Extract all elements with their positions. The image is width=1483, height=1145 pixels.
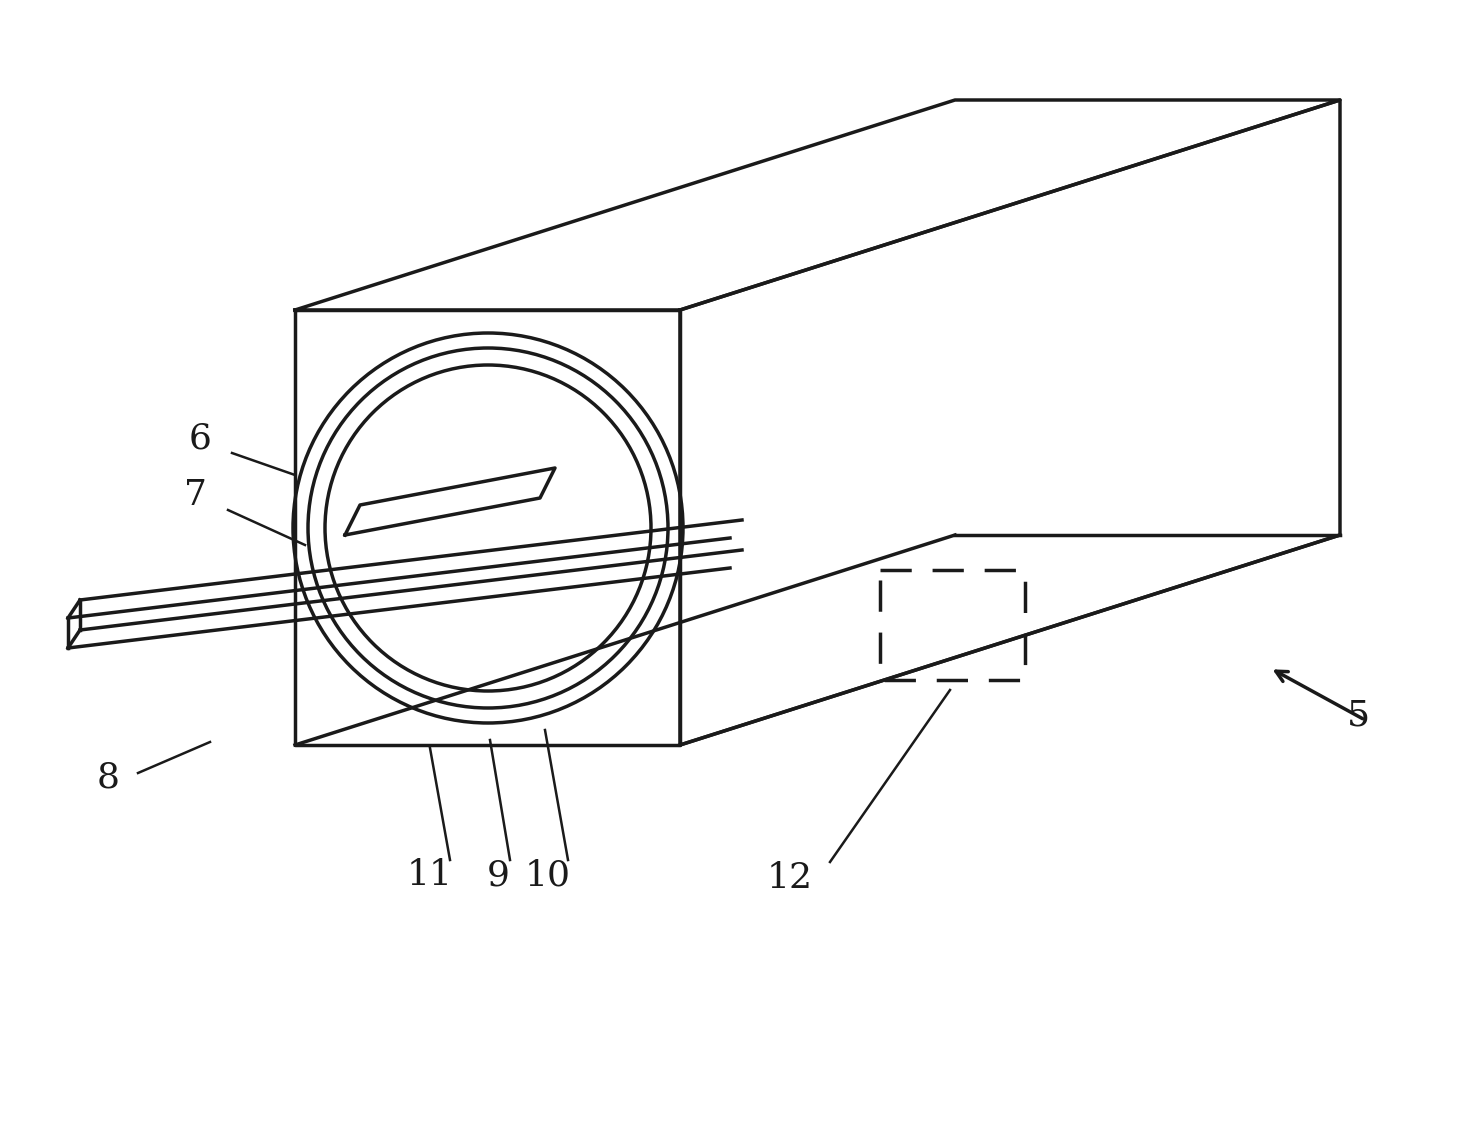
Text: 10: 10 <box>525 858 571 892</box>
Text: 8: 8 <box>96 761 120 795</box>
Text: 7: 7 <box>184 477 206 512</box>
Text: 6: 6 <box>188 421 212 455</box>
Text: 11: 11 <box>406 858 452 892</box>
Text: 5: 5 <box>1347 698 1370 732</box>
Text: 12: 12 <box>767 861 813 895</box>
Text: 9: 9 <box>486 858 510 892</box>
